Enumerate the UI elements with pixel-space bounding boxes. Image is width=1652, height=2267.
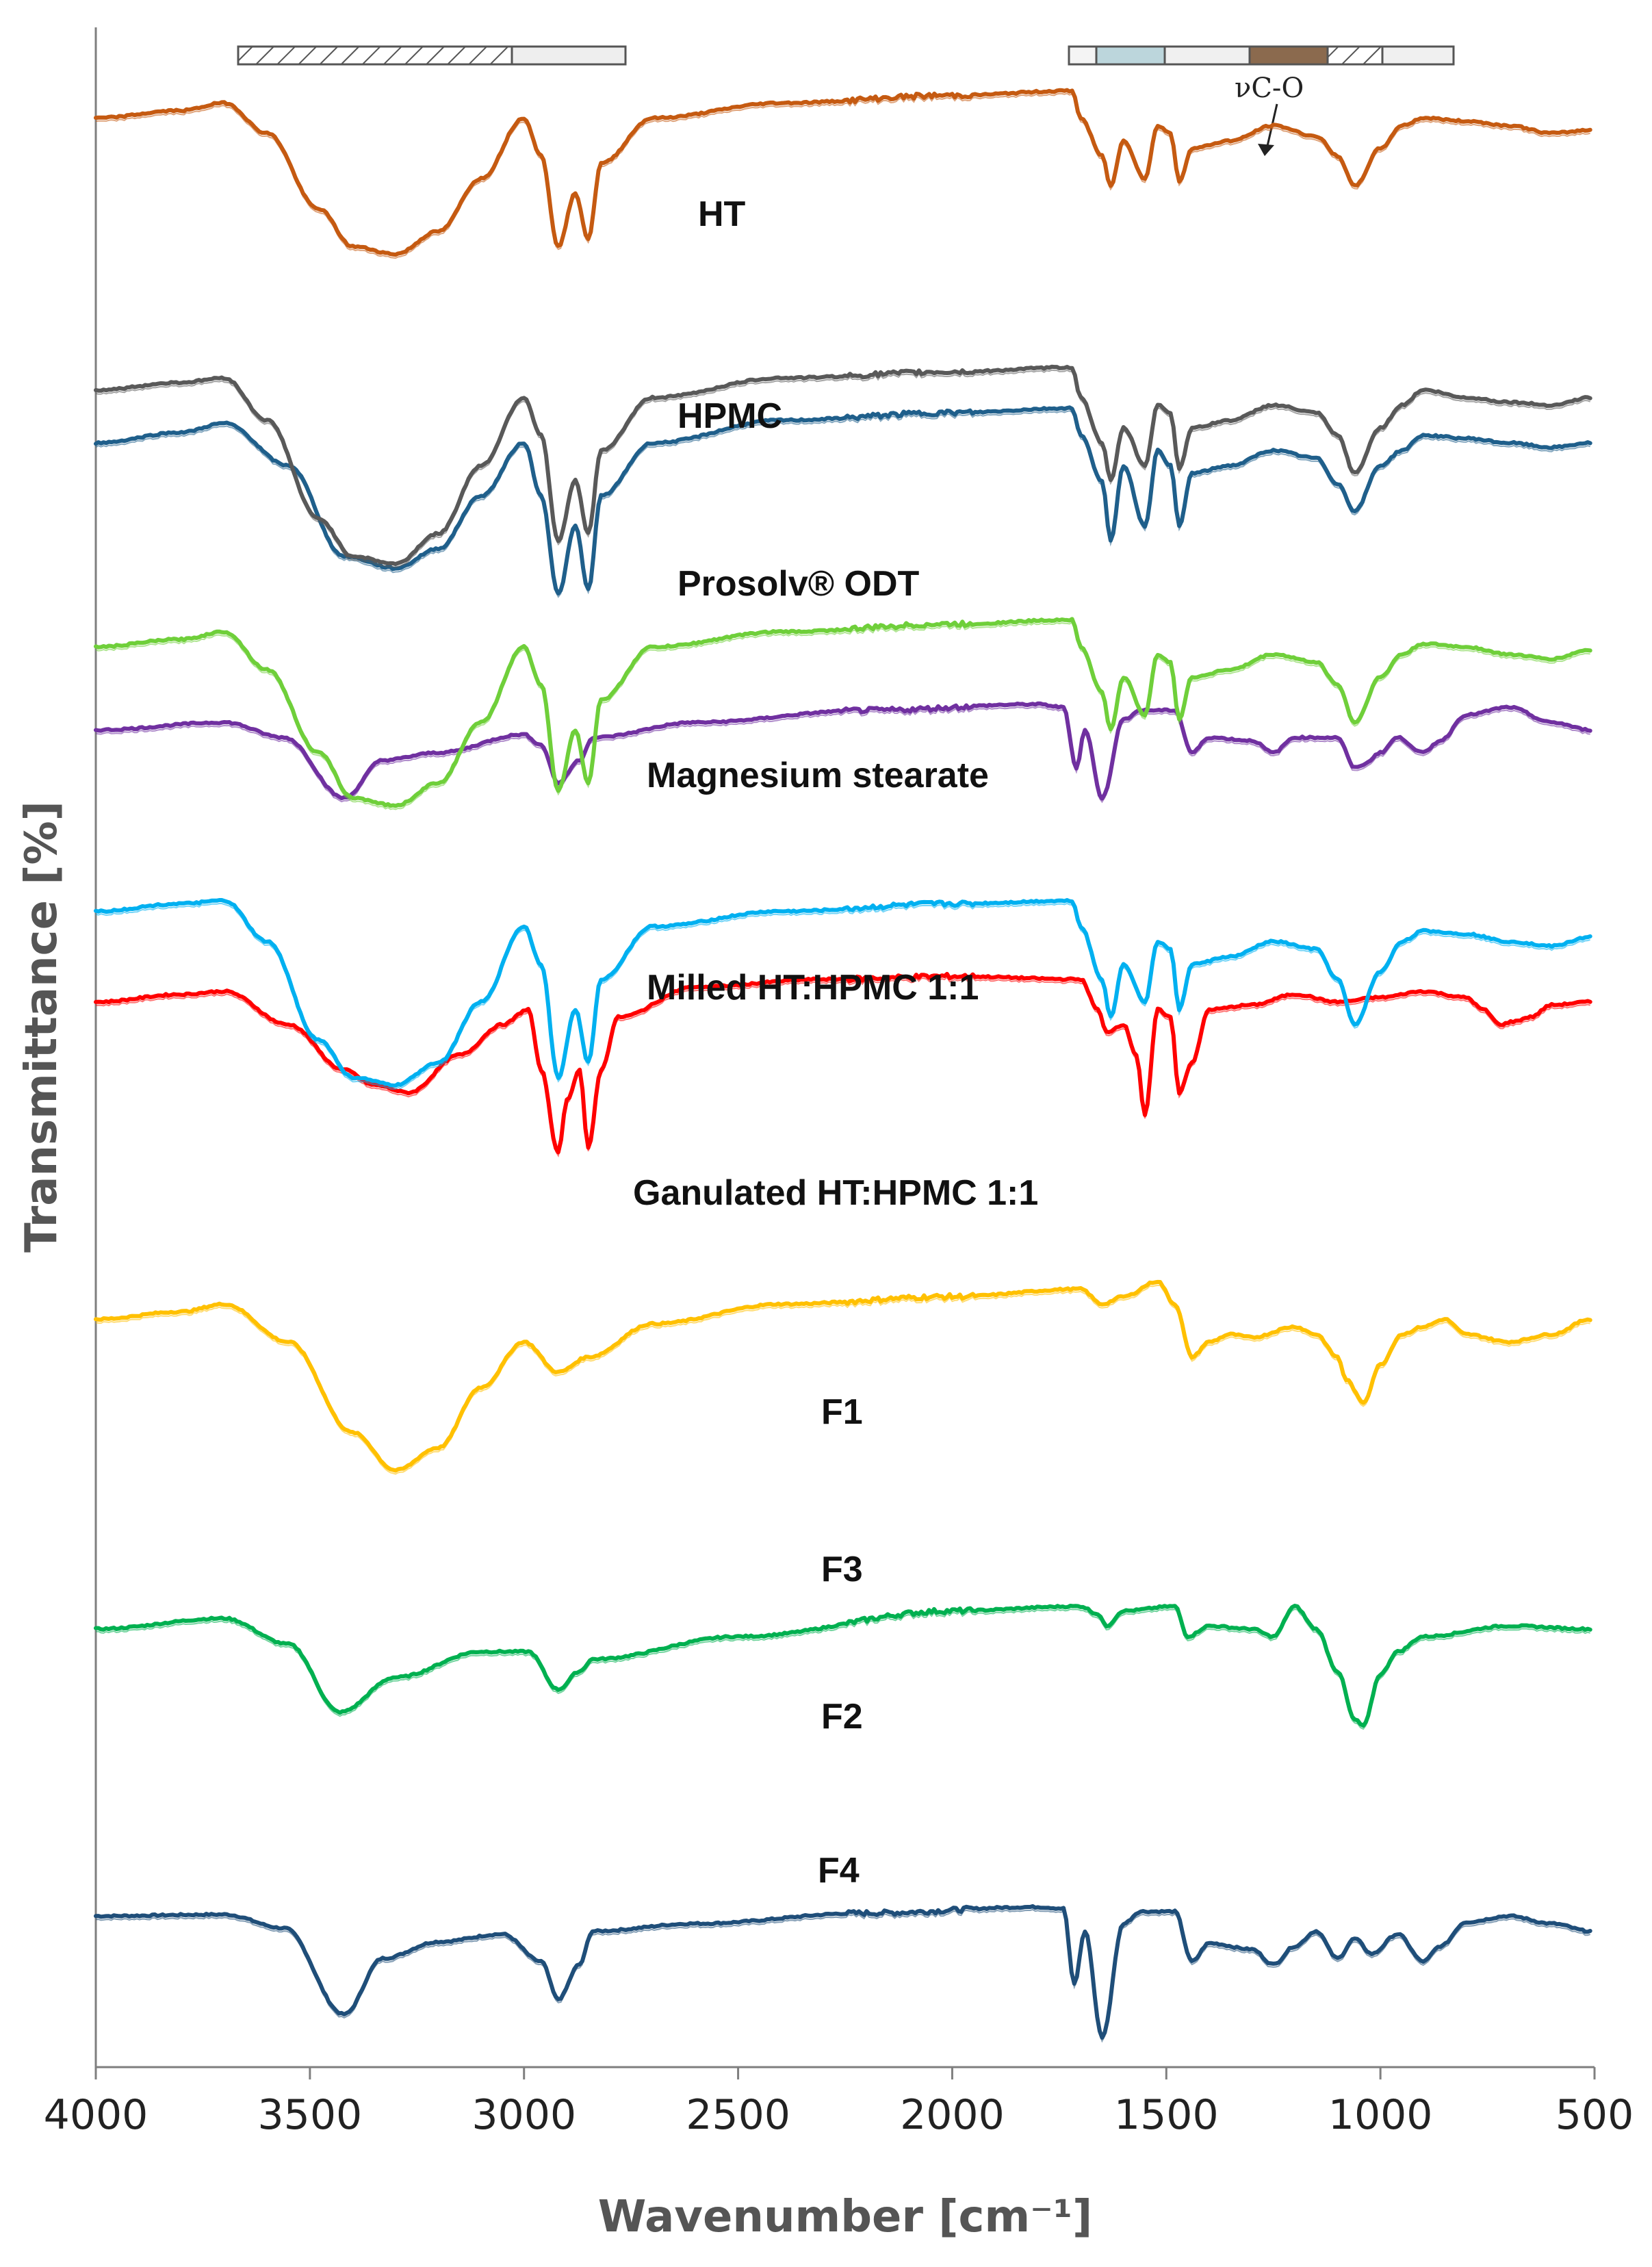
series-line-f4 xyxy=(94,898,1592,1088)
series-line-f2 xyxy=(94,617,1592,808)
series-label-ht: HT xyxy=(698,194,746,234)
series-line-shadow xyxy=(95,1908,1591,2043)
series-line-f3 xyxy=(94,364,1592,567)
series-f2 xyxy=(94,617,1592,810)
series-line-prosolv-odt xyxy=(94,1279,1592,1473)
x-tick-label-500: 500 xyxy=(1556,2091,1634,2139)
x-tick-label-1000: 1000 xyxy=(1328,2091,1433,2139)
series-line-hpmc xyxy=(94,1604,1592,1728)
series-label-ganulated-ht-hpmc-1-1: Ganulated HT:HPMC 1:1 xyxy=(633,1173,1038,1213)
series-f3 xyxy=(94,364,1592,569)
series-line-f1 xyxy=(94,88,1592,257)
series-line-shadow xyxy=(95,369,1591,569)
series-label-f4: F4 xyxy=(818,1851,860,1891)
series-hpmc xyxy=(94,1604,1592,1730)
x-tick-label-3500: 3500 xyxy=(258,2091,363,2139)
spectra-layer xyxy=(94,88,1592,2043)
series-line-magnesium-stearate xyxy=(94,971,1592,1155)
series-line-ht xyxy=(94,1904,1592,2040)
region-bar-oh xyxy=(237,45,627,66)
x-axis-ticks: 4000 3500 3000 2500 2000 1500 1000 500 xyxy=(44,2067,1634,2139)
annotation-v-co: νC-O xyxy=(1235,73,1304,104)
x-tick-label-1500: 1500 xyxy=(1114,2091,1219,2139)
region-bar-fingerprint xyxy=(1068,45,1455,66)
series-line-shadow xyxy=(95,1284,1590,1475)
x-tick-label-3000: 3000 xyxy=(472,2091,576,2139)
x-tick-label-2000: 2000 xyxy=(900,2091,1005,2139)
series-f4 xyxy=(94,898,1592,1090)
x-tick-label-2500: 2500 xyxy=(686,2091,790,2139)
series-label-prosolv-odt: Prosolv® ODT xyxy=(677,564,919,604)
annotation-arrowhead xyxy=(1258,144,1274,156)
series-label-f3: F3 xyxy=(821,1550,863,1589)
series-f1 xyxy=(94,88,1592,259)
series-label-magnesium-stearate: Magnesium stearate xyxy=(647,756,989,795)
series-labels: HT HPMC Prosolv® ODT Magnesium stearate Mill… xyxy=(633,194,1038,1891)
series-label-milled-ht-hpmc-1-1: Milled HT:HPMC 1:1 xyxy=(647,968,979,1008)
x-axis-title: Wavenumber [cm⁻¹] xyxy=(598,2192,1092,2242)
series-label-f1: F1 xyxy=(821,1392,863,1432)
series-prosolv-odt xyxy=(94,1279,1592,1475)
series-label-hpmc: HPMC xyxy=(677,396,782,436)
series-ht xyxy=(94,1904,1592,2043)
y-axis-title: Transmittance [%] xyxy=(16,801,67,1253)
x-tick-label-4000: 4000 xyxy=(44,2091,149,2139)
series-label-f2: F2 xyxy=(821,1697,863,1737)
